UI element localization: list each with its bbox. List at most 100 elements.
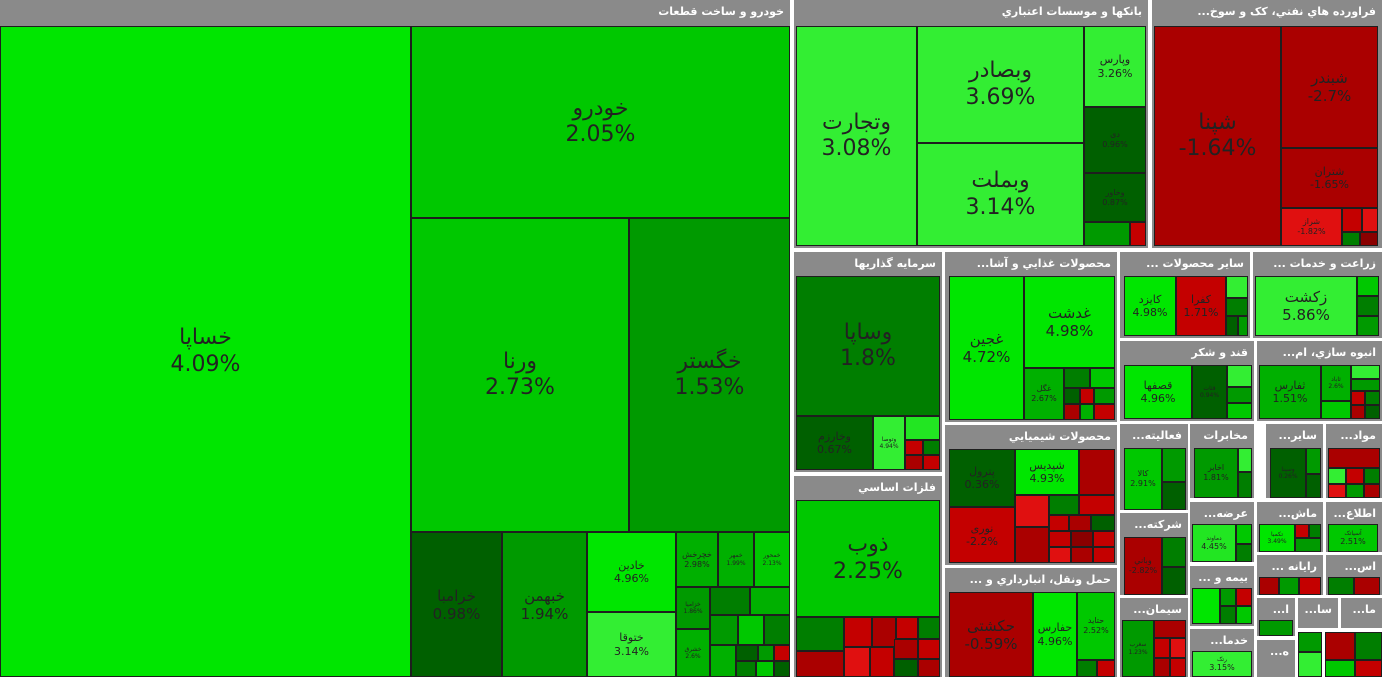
tile-small[interactable] (1220, 588, 1236, 606)
tile-small[interactable] (1170, 658, 1186, 677)
tile-small[interactable] (1080, 388, 1094, 404)
tile-hafars[interactable]: حفارس 4.96% (1033, 592, 1077, 677)
tile-small[interactable] (1226, 298, 1248, 316)
tile-hakeshti[interactable]: حکشتی -0.59% (949, 592, 1033, 677)
tile-small[interactable] (1170, 638, 1186, 658)
tile-hatid[interactable]: حتاید 2.52% (1077, 592, 1115, 660)
tile-small[interactable] (1192, 588, 1220, 624)
tile-shtran[interactable]: شتران -1.65% (1281, 148, 1378, 208)
tile-khtoogh[interactable]: ختوقا 3.14% (587, 612, 676, 677)
tile-small[interactable] (1362, 208, 1378, 232)
tile-small[interactable] (1080, 404, 1094, 420)
tile-small[interactable] (1295, 538, 1321, 552)
tile-small[interactable] (1162, 537, 1186, 567)
tile-small[interactable] (1355, 660, 1382, 677)
tile-small[interactable] (923, 455, 940, 470)
tile-ghjin[interactable]: غجين 4.72% (949, 276, 1024, 420)
tile-small[interactable] (1238, 448, 1252, 472)
tile-small[interactable] (1328, 448, 1380, 468)
tile-small[interactable] (1279, 577, 1299, 595)
tile-small[interactable] (1351, 379, 1380, 391)
tile-ghasfha[interactable]: قصفها 4.96% (1124, 365, 1192, 419)
tile-small[interactable] (1015, 495, 1049, 527)
tile-sgharb[interactable]: سغرب 1.23% (1122, 620, 1154, 677)
tile-small[interactable] (872, 617, 896, 647)
tile-khgostar[interactable]: خگستر 1.53% (629, 218, 790, 532)
tile-small[interactable] (756, 661, 774, 677)
tile-small[interactable] (1346, 468, 1364, 484)
tile-small[interactable] (1064, 404, 1080, 420)
tile-small[interactable] (1238, 472, 1252, 498)
tile-small[interactable] (1325, 660, 1355, 677)
tile-small[interactable] (1227, 365, 1252, 387)
tile-small[interactable] (1154, 638, 1170, 658)
tile-small[interactable] (894, 659, 918, 677)
tile-khsapa[interactable]: خساپا 4.09% (0, 26, 411, 677)
tile-small[interactable] (1227, 403, 1252, 419)
tile-small[interactable] (1162, 448, 1186, 482)
tile-small[interactable] (1094, 388, 1115, 404)
tile-small[interactable] (1236, 544, 1252, 562)
tile-small[interactable] (1091, 515, 1115, 531)
tile-small[interactable] (1346, 484, 1364, 498)
tile-small[interactable] (1097, 660, 1115, 677)
tile-small[interactable] (1342, 208, 1362, 232)
tile-khojaksh[interactable]: خچرخش 2.98% (676, 532, 718, 587)
tile-small[interactable] (1064, 368, 1090, 388)
tile-small[interactable] (1351, 365, 1380, 379)
tile-small[interactable] (1077, 660, 1097, 677)
tile-small[interactable] (1084, 222, 1130, 246)
tile-small[interactable] (923, 440, 940, 455)
tile-vkharazm[interactable]: وخارزم 0.67% (796, 416, 873, 470)
tile-small[interactable] (1162, 567, 1186, 595)
tile-small[interactable] (1365, 391, 1380, 405)
tile-small[interactable] (738, 615, 764, 645)
tile-small[interactable] (710, 615, 738, 645)
tile-small[interactable] (1328, 484, 1346, 498)
tile-small[interactable] (894, 639, 918, 659)
tile-small[interactable] (1090, 368, 1115, 388)
tile-small[interactable] (896, 617, 918, 639)
tile-small[interactable] (1226, 276, 1248, 298)
tile-ssagha[interactable]: ثاباد 2.6% (1321, 365, 1351, 401)
tile-small[interactable] (1154, 658, 1170, 677)
tile-small[interactable] (918, 617, 940, 639)
tile-small[interactable] (1079, 495, 1115, 515)
tile-vsina[interactable]: وسينا 0.26% (1270, 448, 1306, 498)
tile-rtk[interactable]: رتک 3.15% (1192, 651, 1252, 677)
tile-small[interactable] (1236, 606, 1252, 624)
tile-keramba[interactable]: خرامبا 0.98% (411, 532, 502, 677)
tile-small[interactable] (710, 587, 750, 615)
tile-vsapa[interactable]: وساپا 1.8% (796, 276, 940, 416)
tile-small[interactable] (1015, 527, 1049, 563)
tile-small[interactable] (1259, 577, 1279, 595)
tile-small[interactable] (1071, 531, 1093, 547)
tile-tharas[interactable]: ثفارس 1.51% (1259, 365, 1321, 419)
tile-vbsadr[interactable]: وبصادر 3.69% (917, 26, 1084, 143)
tile-small[interactable] (905, 455, 923, 470)
tile-shpdis[interactable]: شپدیس 4.93% (1015, 449, 1079, 495)
tile-small[interactable] (1049, 531, 1071, 547)
tile-small[interactable] (918, 659, 940, 677)
tile-small[interactable] (796, 617, 844, 651)
tile-small[interactable] (1364, 468, 1380, 484)
tile-small[interactable] (774, 661, 790, 677)
tile-small[interactable] (918, 639, 940, 659)
tile-small[interactable] (1298, 652, 1322, 677)
tile-small[interactable] (1365, 405, 1380, 419)
tile-small[interactable] (736, 645, 758, 661)
tile-small[interactable] (1306, 474, 1321, 498)
tile-small[interactable] (1298, 632, 1322, 652)
tile-small[interactable] (1093, 547, 1115, 563)
tile-small[interactable] (844, 617, 872, 647)
tile-kayzd[interactable]: کايزد 4.98% (1124, 276, 1176, 336)
tile-vtoosa[interactable]: وتوصا 4.94% (873, 416, 905, 470)
tile-small[interactable] (1064, 388, 1080, 404)
tile-damavand[interactable]: دماوند 4.45% (1192, 524, 1236, 562)
tile-khadyn[interactable]: خادين 4.96% (587, 532, 676, 612)
tile-shpna[interactable]: شپنا -1.64% (1154, 26, 1281, 246)
tile-vtejarat[interactable]: وتجارت 3.08% (796, 26, 917, 246)
tile-zkosht[interactable]: زکشت 5.86% (1255, 276, 1357, 336)
tile-vpars[interactable]: وپارس 3.26% (1084, 26, 1146, 107)
tile-small[interactable] (796, 651, 844, 677)
